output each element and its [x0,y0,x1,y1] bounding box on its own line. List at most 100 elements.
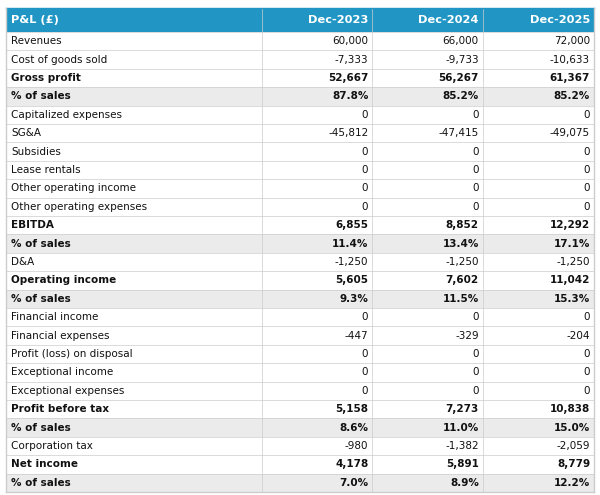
Text: Operating income: Operating income [11,275,116,286]
Text: Exceptional expenses: Exceptional expenses [11,386,124,396]
Text: 7,602: 7,602 [446,275,479,286]
Text: -1,250: -1,250 [557,257,590,267]
Text: Cost of goods sold: Cost of goods sold [11,54,107,65]
Text: -204: -204 [566,331,590,341]
Text: 8.9%: 8.9% [450,478,479,488]
Bar [6,290,594,308]
Bar [6,32,594,50]
Text: 6,855: 6,855 [335,220,368,230]
Text: 0: 0 [583,367,590,377]
Text: 0: 0 [583,202,590,212]
Text: % of sales: % of sales [11,294,71,304]
Text: Net income: Net income [11,459,78,469]
Text: 11.4%: 11.4% [332,239,368,248]
Text: 8,852: 8,852 [446,220,479,230]
Text: 0: 0 [472,165,479,175]
Text: 0: 0 [362,367,368,377]
Text: 0: 0 [583,110,590,120]
Text: -1,250: -1,250 [335,257,368,267]
Text: 0: 0 [583,349,590,359]
Bar [6,400,594,418]
Text: 0: 0 [472,110,479,120]
Text: % of sales: % of sales [11,239,71,248]
Text: Other operating expenses: Other operating expenses [11,202,147,212]
Text: 0: 0 [583,386,590,396]
Text: 0: 0 [362,165,368,175]
Text: Dec-2025: Dec-2025 [530,15,590,25]
Bar [6,271,594,290]
Bar [6,345,594,363]
Text: EBITDA: EBITDA [11,220,54,230]
Bar [6,235,594,253]
Text: 0: 0 [472,202,479,212]
Bar [6,105,594,124]
Text: 72,000: 72,000 [554,36,590,46]
Text: 87.8%: 87.8% [332,92,368,101]
Text: 11.0%: 11.0% [443,423,479,433]
Text: 0: 0 [583,165,590,175]
Text: 61,367: 61,367 [550,73,590,83]
Text: -47,415: -47,415 [439,128,479,138]
Text: 85.2%: 85.2% [443,92,479,101]
Bar [6,124,594,143]
Text: -1,250: -1,250 [445,257,479,267]
Text: P&L (£): P&L (£) [11,15,59,25]
Text: 0: 0 [583,147,590,156]
Bar [262,8,373,32]
Bar [6,363,594,382]
Text: -980: -980 [345,441,368,451]
Text: 11,042: 11,042 [550,275,590,286]
Text: 52,667: 52,667 [328,73,368,83]
Bar [6,382,594,400]
Bar [6,198,594,216]
Text: -10,633: -10,633 [550,54,590,65]
Text: 0: 0 [362,312,368,322]
Text: -2,059: -2,059 [557,441,590,451]
Bar [6,143,594,161]
Bar [6,179,594,198]
Text: 0: 0 [362,202,368,212]
Text: 85.2%: 85.2% [554,92,590,101]
Text: 12.2%: 12.2% [554,478,590,488]
Text: 5,891: 5,891 [446,459,479,469]
Bar [373,8,483,32]
Bar [6,418,594,437]
Text: -329: -329 [455,331,479,341]
Text: -447: -447 [344,331,368,341]
Text: 66,000: 66,000 [443,36,479,46]
Text: -45,812: -45,812 [328,128,368,138]
Text: 12,292: 12,292 [550,220,590,230]
Bar [6,50,594,69]
Text: -9,733: -9,733 [445,54,479,65]
Text: 8,779: 8,779 [557,459,590,469]
Text: 17.1%: 17.1% [554,239,590,248]
Bar [6,455,594,474]
Text: 13.4%: 13.4% [442,239,479,248]
Bar [6,308,594,326]
Bar [6,8,262,32]
Text: -7,333: -7,333 [335,54,368,65]
Text: Revenues: Revenues [11,36,62,46]
Text: Gross profit: Gross profit [11,73,81,83]
Text: 10,838: 10,838 [550,404,590,414]
Text: % of sales: % of sales [11,478,71,488]
Text: 0: 0 [362,147,368,156]
Bar [6,474,594,492]
Text: Financial income: Financial income [11,312,98,322]
Text: SG&A: SG&A [11,128,41,138]
Text: % of sales: % of sales [11,92,71,101]
Text: 0: 0 [472,349,479,359]
Text: -1,382: -1,382 [445,441,479,451]
Text: 15.0%: 15.0% [554,423,590,433]
Text: 0: 0 [362,184,368,194]
Text: 4,178: 4,178 [335,459,368,469]
Text: 0: 0 [472,184,479,194]
Text: D&A: D&A [11,257,34,267]
Text: 60,000: 60,000 [332,36,368,46]
Text: 0: 0 [362,110,368,120]
Text: Other operating income: Other operating income [11,184,136,194]
Text: Capitalized expenses: Capitalized expenses [11,110,122,120]
Bar [6,216,594,235]
Bar [6,69,594,87]
Text: 5,158: 5,158 [335,404,368,414]
